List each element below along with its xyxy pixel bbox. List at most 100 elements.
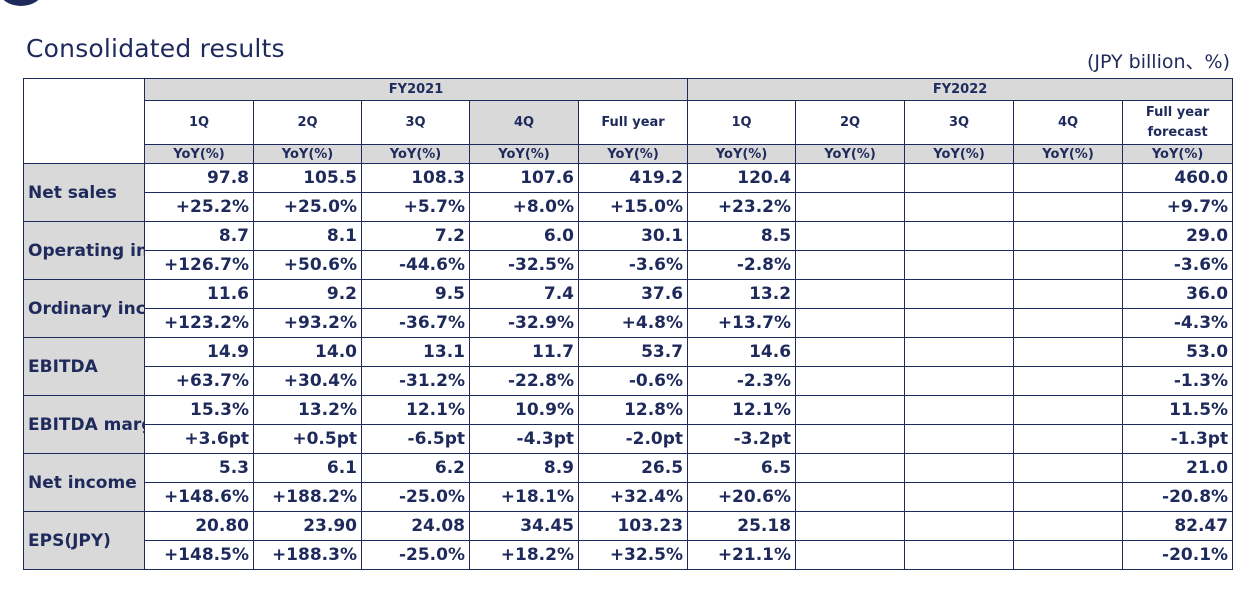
header-corner-cell (23, 78, 145, 164)
yoy-cell: +148.5% (144, 540, 254, 570)
value-cell: 7.4 (469, 279, 579, 309)
page-title: Consolidated results (26, 34, 285, 63)
table-row: EPS(JPY) 20.80 23.90 24.08 34.45 103.23 25.18 8… (23, 511, 1234, 570)
period-header: 1Q (144, 100, 254, 145)
yoy-cell (1013, 308, 1124, 338)
value-cell: 20.80 (144, 511, 254, 541)
yoy-header: YoY(%) (577, 144, 689, 164)
yoy-cell (795, 540, 906, 570)
yoy-cell: -22.8% (469, 366, 579, 396)
yoy-cell (904, 250, 1015, 280)
yoy-cell (795, 366, 906, 396)
unit-label: (JPY billion、%) (1086, 51, 1230, 73)
value-cell (904, 279, 1015, 309)
value-cell: 7.2 (361, 221, 470, 251)
yoy-header: YoY(%) (687, 144, 797, 164)
yoy-cell: +5.7% (361, 192, 470, 222)
header-row-yoy: YoY(%) YoY(%) YoY(%) YoY(%) YoY(%) YoY(%… (24, 144, 1234, 164)
yoy-cell: -0.6% (577, 366, 689, 396)
yoy-cell (904, 424, 1015, 454)
value-cell (1013, 163, 1124, 193)
yoy-cell (904, 192, 1015, 222)
value-cell (795, 395, 906, 425)
yoy-cell: +126.7% (144, 250, 254, 280)
value-cell (795, 511, 906, 541)
yoy-cell: +63.7% (144, 366, 254, 396)
yoy-cell (904, 482, 1015, 512)
yoy-cell: +188.3% (253, 540, 362, 570)
period-header: Full year forecast (1122, 100, 1234, 145)
value-cell: 53.0 (1122, 337, 1234, 367)
row-label: Net income (23, 453, 145, 512)
yoy-cell: -2.3% (687, 366, 797, 396)
table-row: Net income 5.3 6.1 6.2 8.9 26.5 6.5 21.0 (23, 453, 1234, 512)
yoy-cell: +23.2% (687, 192, 797, 222)
yoy-cell: +9.7% (1122, 192, 1234, 222)
table-row: +25.2% +25.0% +5.7% +8.0% +15.0% +23.2% +9.7% (24, 192, 1234, 222)
value-cell: 14.0 (253, 337, 362, 367)
value-cell (904, 395, 1015, 425)
value-cell: 14.9 (144, 337, 254, 367)
value-cell: 5.3 (144, 453, 254, 483)
yoy-cell: +15.0% (577, 192, 689, 222)
yoy-cell: +32.5% (577, 540, 689, 570)
yoy-cell (795, 192, 906, 222)
yoy-cell: +3.6pt (144, 424, 254, 454)
period-header: 4Q (469, 100, 579, 145)
value-cell (1013, 395, 1124, 425)
value-cell: 12.8% (577, 395, 689, 425)
value-cell: 13.2 (687, 279, 797, 309)
header-row-period: 1Q 2Q 3Q 4Q Full year 1Q 2Q 3Q 4Q Full y… (24, 100, 1234, 145)
yoy-cell: +20.6% (687, 482, 797, 512)
table-row: EBITDA 14.9 14.0 13.1 11.7 53.7 14.6 53.0 (23, 337, 1234, 396)
yoy-cell: -20.1% (1122, 540, 1234, 570)
yoy-cell: -36.7% (361, 308, 470, 338)
period-header: 2Q (253, 100, 362, 145)
yoy-cell: +0.5pt (253, 424, 362, 454)
value-cell: 97.8 (144, 163, 254, 193)
yoy-cell: -20.8% (1122, 482, 1234, 512)
yoy-cell: +188.2% (253, 482, 362, 512)
yoy-cell (795, 482, 906, 512)
row-label: EBITDA (23, 337, 145, 396)
yoy-cell (1013, 424, 1124, 454)
value-cell: 13.1 (361, 337, 470, 367)
value-cell (795, 337, 906, 367)
yoy-header: YoY(%) (361, 144, 470, 164)
value-cell: 14.6 (687, 337, 797, 367)
value-cell: 15.3% (144, 395, 254, 425)
value-cell (795, 453, 906, 483)
yoy-cell (904, 366, 1015, 396)
value-cell: 6.1 (253, 453, 362, 483)
value-cell (795, 221, 906, 251)
value-cell (1013, 511, 1124, 541)
value-cell (1013, 453, 1124, 483)
table-row: Net sales 97.8 105.5 108.3 107.6 419.2 120.4 46… (23, 163, 1234, 222)
yoy-cell: -2.8% (687, 250, 797, 280)
value-cell (904, 163, 1015, 193)
period-header: 3Q (904, 100, 1015, 145)
fiscal-year-header: FY2021 (143, 78, 689, 101)
period-header: Full year (577, 100, 689, 145)
yoy-cell: +30.4% (253, 366, 362, 396)
corner-logo-mark (0, 0, 42, 6)
value-cell: 8.1 (253, 221, 362, 251)
value-cell (904, 453, 1015, 483)
row-label: EPS(JPY) (23, 511, 145, 570)
value-cell: 419.2 (577, 163, 689, 193)
header-row-fiscal-year: FY2021 FY2022 (23, 78, 1234, 164)
value-cell: 29.0 (1122, 221, 1234, 251)
yoy-cell: -1.3% (1122, 366, 1234, 396)
value-cell: 21.0 (1122, 453, 1234, 483)
value-cell: 11.5% (1122, 395, 1234, 425)
table-row: +148.6% +188.2% -25.0% +18.1% +32.4% +20.6% -2… (24, 482, 1234, 512)
yoy-cell: +21.1% (687, 540, 797, 570)
yoy-cell: -3.2pt (687, 424, 797, 454)
value-cell (1013, 337, 1124, 367)
row-label: EBITDA margin (23, 395, 145, 454)
yoy-header: YoY(%) (1122, 144, 1234, 164)
yoy-cell (1013, 482, 1124, 512)
yoy-cell (904, 308, 1015, 338)
value-cell: 12.1% (687, 395, 797, 425)
value-cell: 8.5 (687, 221, 797, 251)
